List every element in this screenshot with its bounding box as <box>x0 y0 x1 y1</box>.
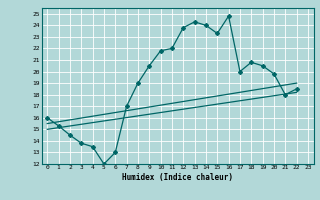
X-axis label: Humidex (Indice chaleur): Humidex (Indice chaleur) <box>122 173 233 182</box>
